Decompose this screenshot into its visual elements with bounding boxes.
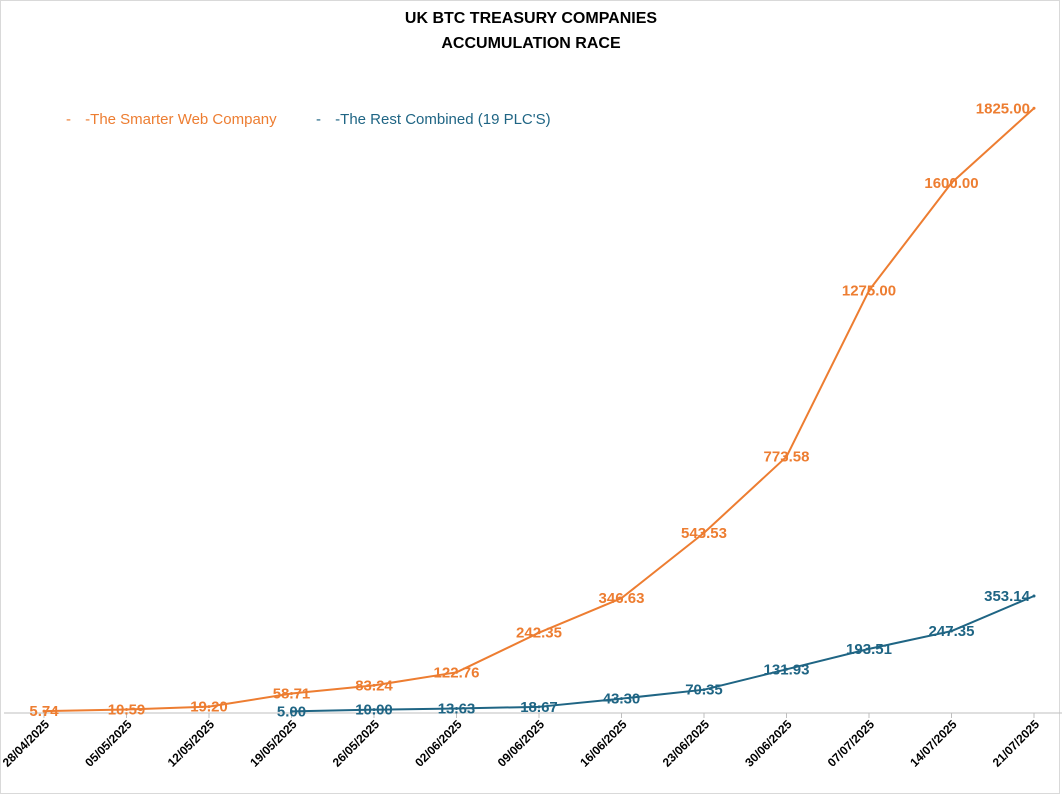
data-point: [950, 629, 953, 633]
x-tick-label: 26/05/2025: [330, 717, 383, 770]
x-tick-label: 21/07/2025: [990, 717, 1043, 770]
data-point: [537, 631, 541, 635]
legend-dash-icon: -: [66, 111, 84, 128]
legend-label-smarter-web: -The Smarter Web Company: [85, 111, 277, 128]
data-point: [785, 455, 788, 459]
legend-label-rest-combined: -The Rest Combined (19 PLC'S): [335, 111, 551, 128]
data-point: [372, 683, 376, 687]
chart-title-line-2: ACCUMULATION RACE: [441, 35, 621, 52]
data-point: [290, 692, 293, 696]
data-label: 10.00: [355, 702, 393, 719]
data-label: 58.71: [273, 686, 311, 703]
data-point: [620, 697, 623, 701]
data-label: 19.20: [190, 699, 228, 716]
data-point: [867, 647, 871, 651]
data-point: [702, 688, 706, 692]
data-label: 122.76: [434, 664, 480, 681]
data-label: 543.53: [681, 525, 727, 542]
data-point: [1032, 106, 1036, 110]
data-point: [207, 705, 211, 709]
series-line-0: [43, 107, 1035, 713]
x-tick-label: 30/06/2025: [742, 717, 795, 770]
x-tick-label: 23/06/2025: [660, 717, 713, 770]
data-label: 193.51: [846, 641, 892, 658]
data-label: 10.59: [108, 701, 146, 718]
chart-title-line-1: UK BTC TREASURY COMPANIES: [404, 10, 658, 27]
data-label: 773.58: [764, 449, 810, 466]
data-label: 43.30: [603, 691, 641, 708]
x-tick-label: 19/05/2025: [247, 717, 300, 770]
data-point: [537, 705, 541, 709]
series-line-1: [290, 594, 1035, 713]
data-point: [785, 667, 788, 671]
data-label: 13.63: [438, 700, 476, 717]
x-tick-label: 12/05/2025: [165, 717, 218, 770]
data-point: [455, 706, 458, 710]
x-tick-label: 09/06/2025: [495, 717, 548, 770]
data-point: [867, 289, 871, 293]
data-label: 131.93: [764, 661, 810, 678]
data-label: 5.74: [29, 703, 59, 720]
data-point: [702, 531, 706, 535]
data-label: 353.14: [984, 588, 1031, 605]
data-point: [372, 708, 376, 712]
data-point: [1032, 594, 1036, 598]
data-label: 1600.00: [924, 175, 978, 192]
data-label: 18.67: [520, 699, 558, 716]
legend-entry-smarter-web: - -The Smarter Web Company: [66, 111, 277, 128]
data-point: [950, 181, 953, 185]
x-tick-label: 05/05/2025: [82, 717, 135, 770]
data-label: 70.35: [685, 682, 723, 699]
legend-dash-icon: -: [316, 111, 334, 128]
data-point: [125, 707, 128, 711]
x-tick-label: 14/07/2025: [907, 717, 960, 770]
data-label: 5.00: [277, 703, 306, 720]
data-point: [455, 670, 458, 674]
data-label: 1275.00: [842, 283, 896, 300]
legend-entry-rest-combined: - -The Rest Combined (19 PLC'S): [316, 111, 551, 128]
data-point: [620, 596, 623, 600]
x-tick-label: 16/06/2025: [577, 717, 630, 770]
x-tick-label: 07/07/2025: [825, 717, 878, 770]
x-tick-label: 28/04/2025: [0, 717, 52, 770]
x-tick-label: 02/06/2025: [412, 717, 465, 770]
data-point: [290, 709, 293, 713]
data-label: 247.35: [929, 623, 975, 640]
data-label: 1825.00: [976, 100, 1030, 117]
data-label: 242.35: [516, 625, 562, 642]
data-point: [42, 709, 46, 713]
data-label: 83.24: [355, 677, 393, 694]
data-label: 346.63: [599, 590, 645, 607]
